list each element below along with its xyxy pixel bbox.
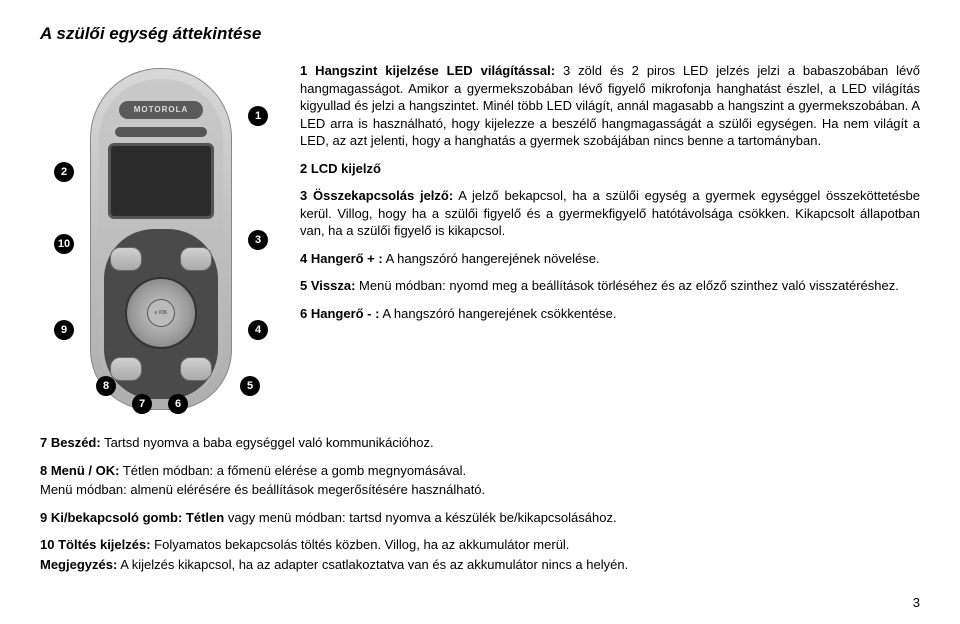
callout-5: 5 (240, 376, 260, 396)
lcd-screen (108, 143, 214, 219)
item-1: 1 Hangszint kijelzése LED világítással: … (300, 62, 920, 150)
callout-8: 8 (96, 376, 116, 396)
callout-3: 3 (248, 230, 268, 250)
page-number: 3 (913, 595, 920, 610)
item-7-text: Tartsd nyomva a baba egységgel való komm… (101, 435, 434, 450)
key-bottom-right (180, 357, 212, 381)
item-8-label: 8 Menü / OK: (40, 463, 119, 478)
item-2: 2 LCD kijelző (300, 160, 920, 178)
item-7-label: 7 Beszéd: (40, 435, 101, 450)
lower-text: 7 Beszéd: Tartsd nyomva a baba egységgel… (40, 434, 920, 573)
item-3-label: 3 Összekapcsolás jelző: (300, 188, 453, 203)
item-10: 10 Töltés kijelzés: Folyamatos bekapcsol… (40, 536, 920, 554)
callout-9: 9 (54, 320, 74, 340)
item-7: 7 Beszéd: Tartsd nyomva a baba egységgel… (40, 434, 920, 452)
item-6: 6 Hangerő - : A hangszóró hangerejének c… (300, 305, 920, 323)
item-5-label: 5 Vissza: (300, 278, 355, 293)
device-inner: MOTOROLA ≡ /OK (99, 79, 223, 399)
item-8-text: Tétlen módban: a főmenü elérése a gomb m… (119, 463, 466, 478)
item-4: 4 Hangerő + : A hangszóró hangerejének n… (300, 250, 920, 268)
nav-ring: ≡ /OK (125, 277, 197, 349)
item-10-text: Folyamatos bekapcsolás töltés közben. Vi… (151, 537, 570, 552)
callout-2: 2 (54, 162, 74, 182)
note-text: A kijelzés kikapcsol, ha az adapter csat… (117, 557, 628, 572)
note-label: Megjegyzés: (40, 557, 117, 572)
item-note: Megjegyzés: A kijelzés kikapcsol, ha az … (40, 556, 920, 574)
item-8c: Menü módban: almenü elérésére és beállít… (40, 481, 920, 499)
callout-4: 4 (248, 320, 268, 340)
item-9-label: 9 Ki/bekapcsoló gomb: Tétlen (40, 510, 224, 525)
brand-label: MOTOROLA (119, 101, 203, 119)
led-bar (115, 127, 207, 137)
description-column: 1 Hangszint kijelzése LED világítással: … (300, 62, 920, 422)
item-4-label: 4 Hangerő + : (300, 251, 383, 266)
ok-button: ≡ /OK (147, 299, 175, 327)
item-3: 3 Összekapcsolás jelző: A jelző bekapcso… (300, 187, 920, 240)
item-1-label: 1 Hangszint kijelzése LED világítással: (300, 63, 555, 78)
key-top-right (180, 247, 212, 271)
callout-6: 6 (168, 394, 188, 414)
device-body: MOTOROLA ≡ /OK (90, 68, 232, 410)
item-5: 5 Vissza: Menü módban: nyomd meg a beáll… (300, 277, 920, 295)
item-5-text: Menü módban: nyomd meg a beállítások tör… (355, 278, 898, 293)
item-9-text: vagy menü módban: tartsd nyomva a készül… (224, 510, 616, 525)
callout-1: 1 (248, 106, 268, 126)
key-bottom-left (110, 357, 142, 381)
callout-10: 10 (54, 234, 74, 254)
item-6-label: 6 Hangerő - : (300, 306, 379, 321)
item-10-label: 10 Töltés kijelzés: (40, 537, 151, 552)
key-top-left (110, 247, 142, 271)
item-8: 8 Menü / OK: Tétlen módban: a főmenü elé… (40, 462, 920, 480)
callout-7: 7 (132, 394, 152, 414)
keypad-panel: ≡ /OK (104, 229, 218, 399)
content-row: MOTOROLA ≡ /OK 1 2 3 10 9 4 8 7 6 (40, 62, 920, 422)
page-title: A szülői egység áttekintése (40, 24, 920, 44)
item-4-text: A hangszóró hangerejének növelése. (383, 251, 600, 266)
device-diagram: MOTOROLA ≡ /OK 1 2 3 10 9 4 8 7 6 (40, 62, 278, 422)
item-9: 9 Ki/bekapcsoló gomb: Tétlen vagy menü m… (40, 509, 920, 527)
item-6-text: A hangszóró hangerejének csökkentése. (379, 306, 616, 321)
